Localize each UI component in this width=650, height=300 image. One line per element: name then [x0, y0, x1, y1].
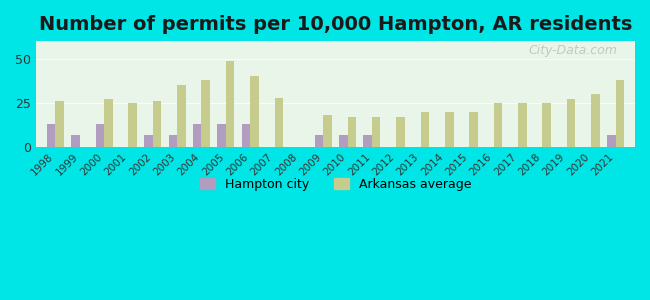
Bar [315, 135, 323, 147]
Bar [339, 135, 348, 147]
Bar [129, 103, 137, 147]
Title: Number of permits per 10,000 Hampton, AR residents: Number of permits per 10,000 Hampton, AR… [39, 15, 632, 34]
Bar [616, 80, 624, 147]
Bar [323, 115, 332, 147]
Bar [144, 135, 153, 147]
Bar [607, 135, 616, 147]
Bar [104, 99, 112, 147]
Bar [72, 135, 80, 147]
Bar [55, 101, 64, 147]
Bar [363, 135, 372, 147]
Bar [567, 99, 575, 147]
Text: City-Data.com: City-Data.com [528, 44, 617, 57]
Bar [396, 117, 405, 147]
Bar [274, 98, 283, 147]
Bar [226, 61, 235, 147]
Bar [168, 135, 177, 147]
Bar [47, 124, 55, 147]
Bar [494, 103, 502, 147]
Bar [96, 124, 104, 147]
Bar [518, 103, 527, 147]
Bar [445, 112, 454, 147]
Bar [348, 117, 356, 147]
Bar [372, 117, 380, 147]
Bar [421, 112, 429, 147]
Bar [469, 112, 478, 147]
Bar [250, 76, 259, 147]
Bar [202, 80, 210, 147]
Bar [177, 85, 186, 147]
Bar [242, 124, 250, 147]
Bar [193, 124, 202, 147]
Legend: Hampton city, Arkansas average: Hampton city, Arkansas average [194, 173, 476, 196]
Bar [217, 124, 226, 147]
Bar [543, 103, 551, 147]
Bar [591, 94, 600, 147]
Bar [153, 101, 161, 147]
